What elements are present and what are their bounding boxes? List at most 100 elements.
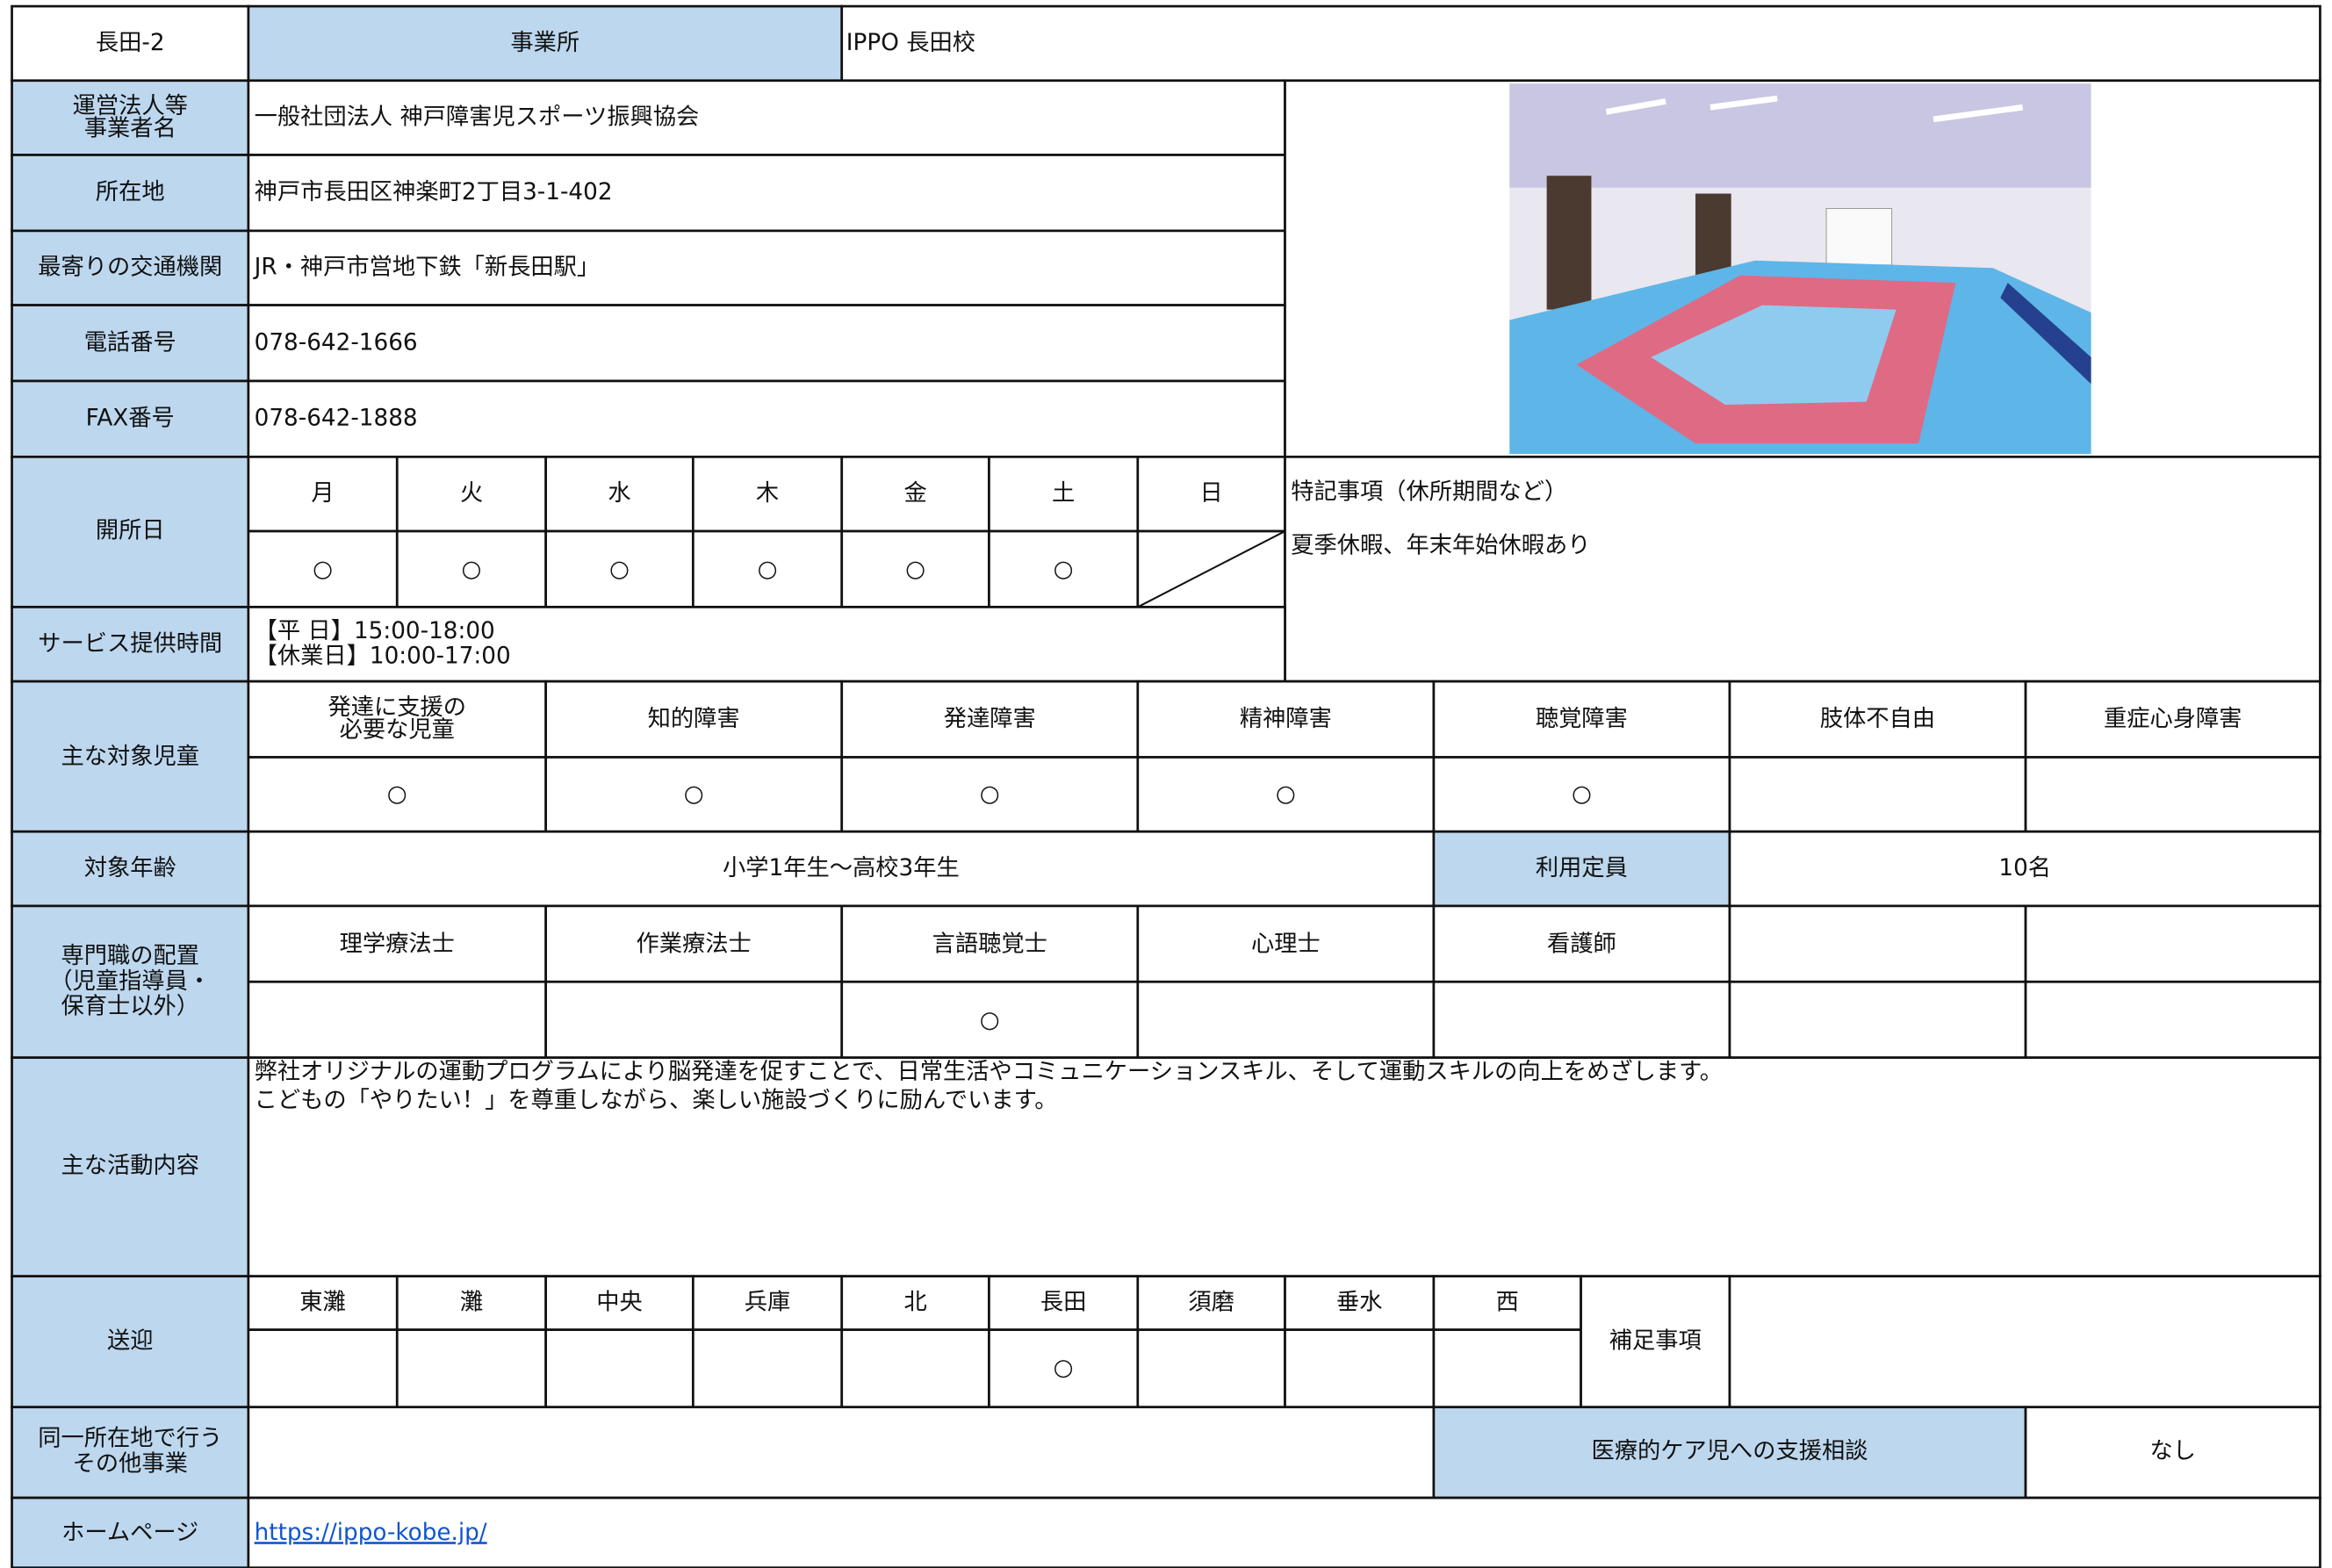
cell — [840, 1275, 990, 1332]
cell-text: 特記事項（休所期間など） — [1291, 478, 1567, 505]
cell-text: 長田 — [1040, 1290, 1087, 1316]
cell-text: 作業療法士 — [637, 931, 752, 957]
cell-text: 夏季休暇、年末年始休暇あり — [1291, 532, 1590, 558]
cell — [1432, 756, 1731, 833]
cell-text: 理学療法士 — [340, 931, 455, 957]
cell — [691, 1328, 844, 1409]
cell — [247, 680, 548, 759]
cell-text: ○ — [609, 557, 630, 583]
cell — [2024, 904, 2321, 983]
cell-text: ○ — [387, 780, 407, 807]
cell — [1136, 455, 1286, 533]
cell-text: 須磨 — [1188, 1290, 1234, 1316]
cell-text: 聴覚障害 — [1536, 706, 1628, 732]
cell — [1728, 1275, 2321, 1409]
homepage-link[interactable]: https://ippo-kobe.jp/ — [255, 1520, 487, 1546]
cell-text: ○ — [1054, 557, 1074, 583]
cell — [247, 4, 844, 83]
cell-text: 神戸市長田区神楽町2丁目3-1-402 — [255, 179, 613, 205]
cell — [2024, 1406, 2321, 1500]
cell — [544, 980, 844, 1060]
cell-text: 木 — [756, 480, 779, 507]
cell-text: 肢体不自由 — [1820, 706, 1935, 732]
cell — [247, 606, 1286, 683]
cell-text: 専門職の配置 — [61, 943, 199, 969]
cell-text: 078-642-1888 — [255, 406, 418, 432]
cell — [247, 1406, 1436, 1500]
cell-text: 重症心身障害 — [2104, 706, 2242, 732]
cell-text: 日 — [1200, 480, 1223, 507]
cell — [247, 229, 1286, 306]
cell-text: ○ — [1054, 1355, 1074, 1381]
cell — [247, 304, 1286, 383]
cell — [1432, 1328, 1582, 1409]
cell — [247, 1056, 2321, 1278]
cell — [2024, 680, 2321, 759]
cell — [247, 455, 399, 533]
cell — [1432, 1275, 1582, 1332]
cell-text: 弊社オリジナルの運動プログラムにより脳発達を促すことで、日常生活やコミュニケーシ… — [255, 1059, 1723, 1085]
cell — [395, 1328, 548, 1409]
cell-text: 中央 — [596, 1290, 643, 1316]
cell — [1284, 1328, 1436, 1409]
cell — [1136, 1275, 1286, 1332]
cell — [544, 1328, 695, 1409]
cell — [840, 1328, 990, 1409]
cell — [988, 1328, 1140, 1409]
cell-text: 精神障害 — [1240, 706, 1332, 732]
cell — [247, 379, 1286, 458]
cell-text: 一般社団法人 神戸障害児スポーツ振興協会 — [255, 104, 700, 131]
cell — [1728, 904, 2027, 983]
cell-text: 火 — [460, 480, 483, 507]
cell — [544, 1275, 695, 1332]
cell-text: ○ — [462, 557, 482, 583]
cell-text: ○ — [313, 557, 333, 583]
cell — [11, 1056, 250, 1278]
cell-text: IPPO 長田校 — [846, 30, 975, 56]
cell — [1728, 980, 2027, 1060]
cell-text: サービス提供時間 — [38, 630, 222, 657]
cell-text: 同一所在地で行う — [38, 1426, 222, 1452]
cell-text: 【平 日】15:00-18:00 — [255, 618, 495, 644]
cell-text: 言語聴覚士 — [932, 931, 1047, 957]
cell-text: 発達障害 — [944, 706, 1036, 732]
cell-text: その他事業 — [73, 1450, 188, 1477]
cell-text: 事業者名 — [84, 115, 176, 141]
cell-text: 北 — [903, 1290, 926, 1316]
cell-text: 主な活動内容 — [61, 1153, 199, 1179]
cell — [1432, 1406, 2027, 1500]
cell-text: 最寄りの交通機関 — [38, 255, 222, 281]
cell-text: ○ — [905, 557, 925, 583]
cell-text: 医療的ケア児への支援相談 — [1591, 1438, 1868, 1464]
cell-text: ○ — [1572, 780, 1592, 807]
cell-text: 送迎 — [107, 1328, 153, 1355]
cell-text: 心理士 — [1251, 931, 1321, 957]
cell — [840, 4, 2321, 83]
cell — [395, 455, 548, 533]
cell-text: 補足事項 — [1609, 1328, 1702, 1355]
cell — [11, 606, 250, 683]
cell — [2024, 756, 2321, 833]
cell-text: なし — [2150, 1438, 2197, 1464]
cell-text: 兵庫 — [745, 1290, 791, 1316]
cell-text: 金 — [903, 480, 926, 507]
cell-text: ○ — [758, 557, 778, 583]
cell — [395, 529, 548, 608]
cell-text: 開所日 — [96, 518, 165, 544]
cell-text: 土 — [1052, 480, 1075, 507]
cell — [691, 529, 844, 608]
cell — [11, 79, 250, 156]
cell-text: 必要な児童 — [340, 717, 455, 744]
cell-text: 対象年齢 — [84, 855, 176, 881]
cell — [544, 455, 695, 533]
cell — [840, 980, 1140, 1060]
cell-text: こどもの「やりたい！」を尊重しながら、楽しい施設づくりに励んでいます。 — [255, 1087, 1058, 1113]
cell — [247, 1328, 399, 1409]
cell — [1728, 756, 2027, 833]
cell — [11, 4, 250, 83]
cell — [1432, 830, 1731, 908]
cell-text: ○ — [980, 780, 1000, 807]
cell-text: 運営法人等 — [73, 93, 188, 119]
cell — [1432, 904, 1731, 983]
